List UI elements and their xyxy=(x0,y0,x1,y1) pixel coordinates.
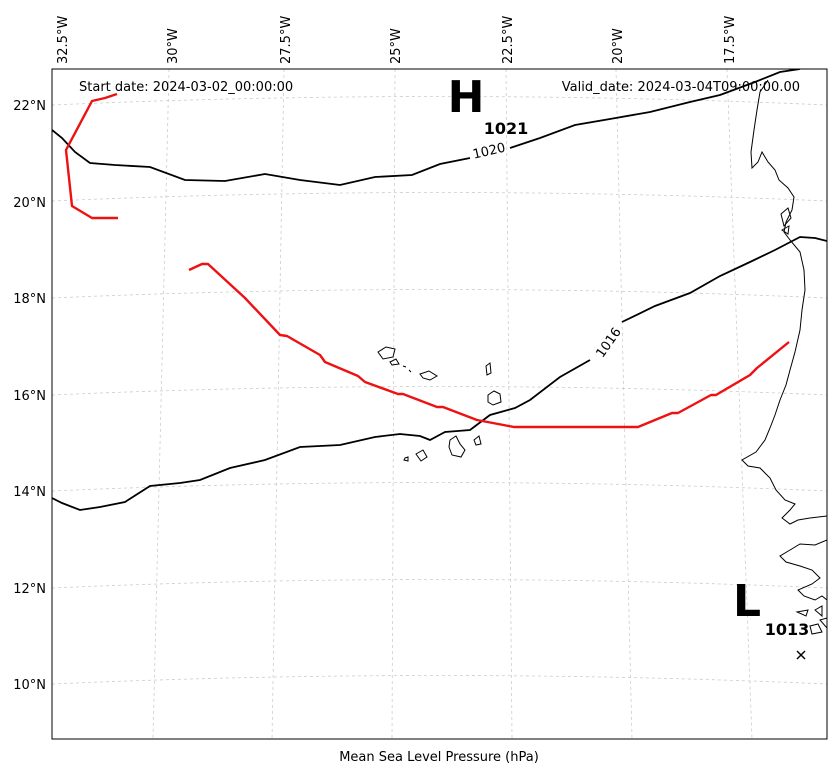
lat-tick-label: 20°N xyxy=(13,196,46,211)
track-segment-north xyxy=(64,92,118,220)
lon-tick-label: 22.5°W xyxy=(501,16,516,64)
coastlines xyxy=(377,79,827,635)
lon-tick-label: 27.5°W xyxy=(279,16,294,64)
lon-tick-label: 17.5°W xyxy=(723,16,738,64)
isobar-1016 xyxy=(52,236,827,511)
lat-tick-label: 10°N xyxy=(13,678,46,693)
low-center-marker-icon xyxy=(796,650,806,660)
graticule xyxy=(52,69,827,739)
low-pressure-value: 1013 xyxy=(765,620,810,639)
parallel-line xyxy=(52,675,827,685)
track-segment-main xyxy=(188,262,790,429)
high-pressure-center: H xyxy=(448,72,485,123)
low-pressure-letter: L xyxy=(733,576,761,627)
lat-tick-label: 12°N xyxy=(13,582,46,597)
parallel-line xyxy=(52,482,827,492)
isobar-1016-label: 1016 xyxy=(593,325,624,361)
parallel-line xyxy=(52,289,827,299)
lat-tick-label: 16°N xyxy=(13,389,46,404)
lon-tick-label: 30°W xyxy=(166,28,181,64)
high-pressure-letter: H xyxy=(448,72,485,123)
storm-track xyxy=(64,92,790,429)
high-pressure-value: 1021 xyxy=(484,119,529,138)
isobar-1020 xyxy=(52,69,801,186)
lon-tick-label: 25°W xyxy=(389,28,404,64)
parallel-line xyxy=(52,96,827,106)
map-caption: Mean Sea Level Pressure (hPa) xyxy=(339,750,539,765)
africa-coastline xyxy=(741,79,827,525)
lat-tick-label: 18°N xyxy=(13,292,46,307)
africa-coastline-south xyxy=(779,539,827,601)
map-frame xyxy=(51,68,828,740)
meridian-line xyxy=(271,69,285,739)
parallel-line xyxy=(52,192,827,202)
meridian-line xyxy=(726,69,753,739)
meridian-line xyxy=(505,69,513,739)
parallel-line xyxy=(52,386,827,396)
isobar-1020-label: 1020 xyxy=(471,141,507,163)
lat-tick-label: 22°N xyxy=(13,99,46,114)
meridian-line xyxy=(391,69,396,739)
lat-tick-label: 14°N xyxy=(13,485,46,500)
isobars xyxy=(52,69,827,511)
lon-tick-label: 20°W xyxy=(611,28,626,64)
start-date-text: Start date: 2024-03-02_00:00:00 xyxy=(79,80,293,95)
lon-tick-label: 32.5°W xyxy=(56,16,71,64)
cape-verde-islands xyxy=(377,346,502,462)
coast-islands xyxy=(780,207,827,635)
parallel-line xyxy=(52,579,827,589)
meridian-line xyxy=(615,69,633,739)
valid-date-text: Valid_date: 2024-03-04T09:00:00.00 xyxy=(562,80,800,95)
meridian-line xyxy=(152,69,170,739)
